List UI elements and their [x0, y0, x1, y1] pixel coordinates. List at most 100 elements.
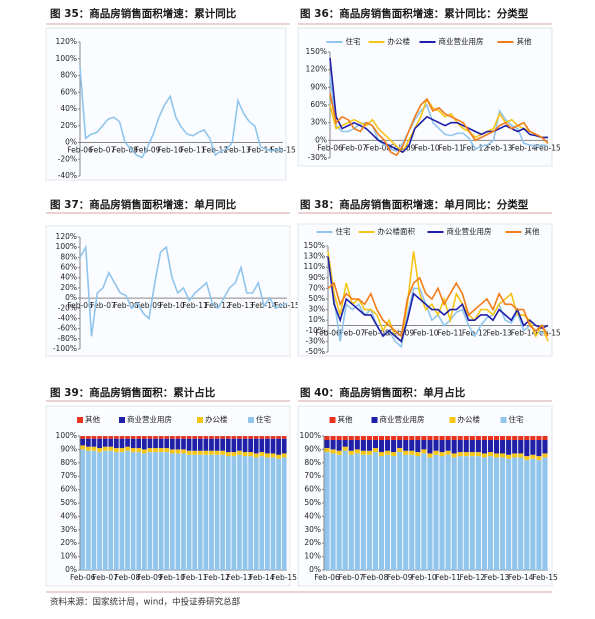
y-tick-label: 120% [56, 37, 77, 46]
x-tick-label: Feb-09 [135, 146, 161, 155]
bar-segment [330, 436, 336, 441]
y-tick-label: 20% [60, 283, 77, 292]
bar-segment [493, 457, 500, 570]
bar-segment [330, 453, 336, 570]
x-tick-label: Feb-13 [225, 146, 251, 155]
bar-segment [237, 438, 242, 451]
bar-segment [265, 457, 270, 570]
bar-segment [265, 453, 270, 458]
bar-segment [197, 436, 203, 439]
y-tick-label: 40% [60, 511, 77, 520]
bar-segment [80, 449, 86, 570]
legend-swatch [500, 417, 507, 423]
x-tick-label: Feb-10 [414, 143, 440, 152]
bar-segment [348, 436, 354, 441]
bar-segment [433, 450, 439, 455]
bar-segment [203, 454, 209, 570]
bar-segment [451, 457, 457, 570]
y-tick-label: 20% [60, 121, 77, 130]
bar-segment [439, 456, 445, 570]
bar-segment [175, 438, 181, 450]
bar-segment [397, 448, 403, 453]
bar-segment [536, 440, 542, 457]
bar-segment [487, 452, 494, 457]
bar-segment [403, 440, 409, 451]
bar-segment [125, 450, 130, 570]
bar-segment [192, 436, 198, 439]
bar-segment [209, 436, 214, 439]
bar-segment [136, 438, 142, 449]
bar-segment [169, 449, 175, 454]
bar-segment [433, 436, 439, 441]
bar-segment [248, 452, 253, 457]
bar-segment [469, 452, 475, 457]
x-tick-label: Feb-14 [248, 146, 274, 155]
legend-label: 其他 [525, 226, 540, 236]
bar-segment [463, 436, 469, 441]
bar-segment [512, 453, 518, 458]
bar-segment [242, 436, 248, 439]
y-tick-label: 80% [60, 252, 77, 261]
chart-title: 图 38：商品房销售面积增速：单月同比：分类型 [300, 198, 529, 211]
y-tick-label: 100% [56, 431, 77, 440]
bar-segment [231, 438, 237, 453]
bar-segment [119, 452, 125, 570]
bar-segment [475, 452, 481, 457]
bar-segment [372, 448, 379, 453]
x-tick-label: Feb-15 [270, 146, 296, 155]
bar-segment [130, 438, 136, 449]
y-tick-label: 60% [60, 87, 77, 96]
bar-segment [253, 457, 259, 570]
bar-segment [220, 454, 226, 570]
line-series [327, 276, 549, 338]
bar-segment [403, 450, 409, 455]
x-tick-label: Feb-07 [90, 146, 116, 155]
y-tick-label: 120% [306, 65, 327, 74]
legend-label: 办公楼 [205, 414, 228, 424]
bar-segment [487, 436, 494, 441]
bar-segment [330, 440, 336, 450]
bar-segment [433, 454, 439, 570]
bar-segment [451, 453, 457, 458]
y-tick-label: 90% [308, 273, 325, 282]
x-tick-label: Feb-10 [159, 301, 185, 310]
bar-segment [270, 457, 276, 570]
bar-segment [348, 454, 354, 570]
bar-segment [324, 452, 330, 570]
bar-segment [336, 436, 342, 441]
y-tick-label: 30% [310, 118, 327, 127]
x-tick-label: Feb-12 [460, 573, 486, 582]
x-tick-label: Feb-08 [115, 573, 141, 582]
bar-segment [487, 456, 494, 570]
bar-segment [493, 453, 500, 458]
bar-segment [421, 440, 427, 450]
bar-segment [506, 454, 512, 459]
chart-title: 图 40：商品房销售面积：单月占比 [300, 386, 466, 399]
bar-segment [475, 456, 481, 570]
bar-segment [225, 436, 231, 439]
y-tick-label: 90% [310, 82, 327, 91]
y-tick-label: 10% [308, 315, 325, 324]
bar-segment [481, 436, 487, 441]
x-tick-label: Feb-12 [204, 573, 230, 582]
y-tick-label: 40% [304, 511, 321, 520]
x-tick-label: Feb-09 [137, 573, 163, 582]
bar-segment [415, 452, 421, 457]
bar-segment [409, 454, 415, 570]
bar-segment [270, 453, 276, 458]
bar-segment [354, 453, 360, 570]
x-tick-label: Feb-08 [364, 329, 390, 338]
y-tick-label: -40% [58, 313, 77, 322]
bar-segment [336, 454, 342, 570]
bar-segment [259, 436, 265, 439]
bar-segment [530, 454, 536, 459]
bar-segment [197, 450, 203, 455]
source-note: 资料来源：国家统计局，wind，中投证券研究总部 [50, 597, 241, 608]
bar-segment [86, 450, 91, 570]
bar-segment [80, 438, 86, 446]
bar-segment [469, 436, 475, 441]
bar-segment [500, 453, 506, 458]
line-series [79, 244, 288, 337]
bar-segment [500, 440, 506, 454]
legend-swatch [77, 417, 83, 423]
